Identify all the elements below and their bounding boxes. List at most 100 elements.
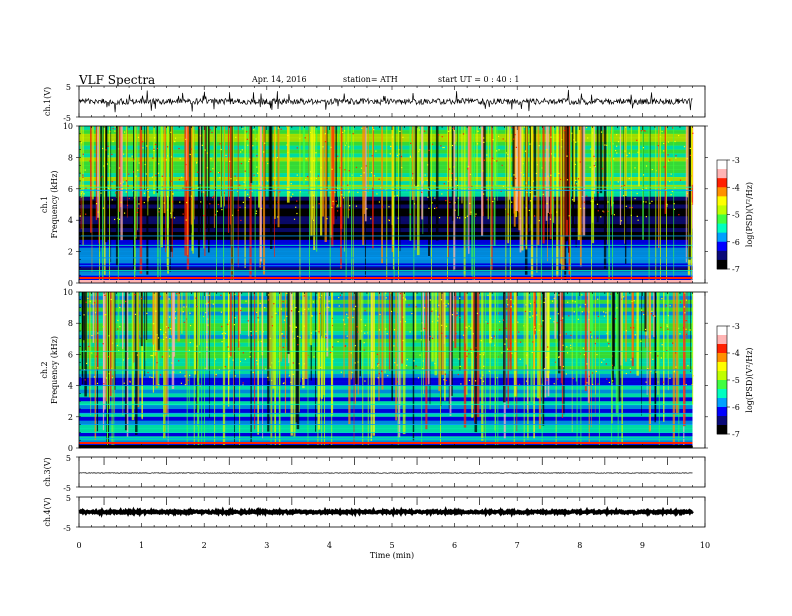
colorbar-swatch	[717, 190, 727, 194]
speckle	[490, 336, 493, 339]
speckle	[534, 329, 536, 331]
speckle	[238, 349, 240, 351]
colorbar-swatch	[717, 356, 727, 359]
speckle	[497, 312, 499, 314]
sferic-streak	[156, 126, 159, 193]
sferic-streak	[220, 126, 222, 197]
sferic-streak	[135, 292, 138, 435]
speckle	[353, 308, 355, 310]
speckle	[625, 372, 627, 375]
sferic-streak	[472, 126, 474, 283]
sferic-streak	[686, 292, 688, 339]
colorbar-swatch	[717, 369, 727, 372]
speckle	[533, 301, 536, 304]
speckle	[251, 190, 253, 192]
speckle	[186, 201, 188, 204]
sferic-streak	[529, 126, 532, 236]
sferic-streak	[537, 292, 540, 399]
colorbar-swatch	[717, 372, 727, 375]
sferic-streak	[177, 292, 181, 342]
sferic-streak	[427, 292, 430, 385]
sferic-streak	[302, 126, 306, 185]
speckle	[613, 214, 615, 216]
speckle	[297, 335, 299, 338]
speckle	[402, 316, 404, 318]
speckle	[119, 304, 121, 306]
speckle	[568, 315, 570, 317]
speckle	[147, 188, 149, 191]
speckle	[499, 329, 501, 331]
speckle	[247, 193, 249, 195]
speckle	[344, 345, 347, 347]
speckle	[82, 153, 84, 155]
sferic-streak	[435, 126, 439, 241]
speckle	[286, 292, 288, 294]
speckle	[225, 154, 227, 156]
speckle	[81, 191, 83, 193]
speckle	[138, 203, 140, 205]
colorbar-swatch	[717, 360, 727, 363]
speckle	[125, 191, 127, 193]
colorbar-swatch	[717, 163, 727, 166]
speckle	[466, 327, 468, 329]
speckle	[423, 327, 425, 330]
speckle	[640, 340, 642, 342]
speckle	[172, 192, 174, 195]
speckle	[492, 200, 494, 203]
sferic-streak	[296, 292, 300, 430]
sferic-streak	[542, 126, 545, 244]
colorbar-swatch	[717, 234, 727, 237]
sferic-streak	[164, 292, 168, 416]
speckle	[190, 187, 193, 189]
sferic-streak	[122, 292, 124, 416]
sferic-streak	[262, 292, 264, 439]
sferic-streak	[185, 292, 188, 387]
speckle	[678, 134, 680, 137]
frequency-band	[79, 224, 693, 229]
speckle	[449, 201, 451, 203]
sferic-streak	[518, 126, 521, 231]
sferic-streak	[544, 292, 547, 398]
colorbar-swatch	[717, 416, 727, 419]
speckle	[364, 332, 366, 334]
speckle	[298, 310, 300, 313]
colorbar-tick-label: -4	[732, 183, 740, 192]
speckle	[673, 371, 675, 373]
sferic-streak	[507, 292, 509, 409]
speckle	[469, 173, 472, 175]
speckle	[454, 307, 456, 309]
speckle	[455, 178, 457, 180]
speckle	[437, 134, 440, 136]
speckle	[382, 206, 384, 208]
speckle	[244, 358, 247, 360]
sferic-streak	[384, 292, 386, 374]
sferic-streak	[617, 292, 621, 402]
speckle	[264, 306, 266, 309]
speckle	[122, 359, 125, 361]
speckle	[302, 312, 304, 315]
speckle	[217, 203, 219, 206]
speckle	[434, 362, 436, 365]
speckle	[530, 200, 532, 202]
sferic-streak	[102, 292, 105, 431]
speckle	[570, 347, 572, 349]
speckle	[206, 294, 208, 296]
xtick-label: 10	[700, 541, 710, 550]
sferic-streak	[556, 126, 559, 277]
speckle	[459, 217, 461, 219]
speckle	[663, 142, 665, 145]
sferic-streak	[317, 292, 321, 430]
speckle	[111, 181, 113, 183]
speckle	[378, 178, 380, 180]
speckle	[474, 215, 476, 217]
sferic-streak	[222, 292, 226, 446]
colorbar-swatch	[717, 335, 727, 338]
frequency-band	[79, 303, 693, 308]
speckle	[286, 126, 288, 128]
speckle	[586, 195, 588, 197]
speckle	[326, 349, 328, 351]
colorbar-label: log(PSD)(V²/Hz)	[745, 182, 754, 247]
frequency-band	[79, 334, 693, 340]
speckle	[402, 297, 404, 299]
sferic-streak	[120, 126, 123, 241]
